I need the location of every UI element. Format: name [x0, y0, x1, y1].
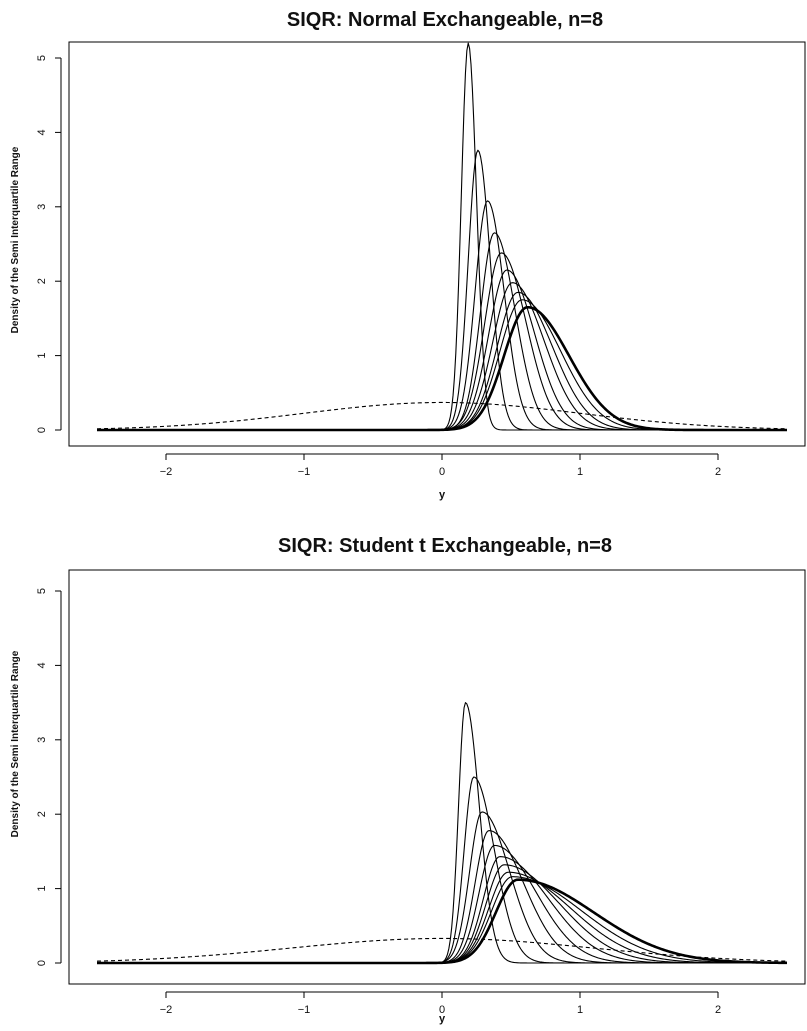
density-curve-3	[97, 811, 787, 964]
x-tick-label: 1	[577, 1004, 583, 1016]
chart-student-t-exchangeable: SIQR: Student t Exchangeable, n=8 Densit…	[10, 535, 806, 1025]
density-curve-4	[97, 232, 787, 431]
x-axis-label: y	[439, 489, 446, 501]
density-curve-9	[97, 299, 787, 431]
y-tick-label: 0	[36, 427, 48, 433]
y-tick-label: 5	[36, 55, 48, 61]
density-curve-7	[97, 282, 787, 431]
axis-ticks: −2 −1 0 1 2 0 1 2 3 4 5	[36, 55, 721, 478]
density-curve-8	[97, 291, 787, 431]
density-curve-dashed	[96, 937, 788, 962]
chart-title: SIQR: Normal Exchangeable, n=8	[287, 9, 603, 31]
x-tick-label: −2	[160, 1004, 173, 1016]
density-curves	[96, 42, 788, 432]
density-curve-9	[97, 876, 787, 964]
density-curve-5	[97, 252, 787, 431]
x-tick-label: −1	[298, 1004, 311, 1016]
x-tick-label: 0	[439, 1004, 445, 1016]
x-tick-label: 2	[715, 1004, 721, 1016]
y-axis-label: Density of the Semi Interquartile Range	[10, 146, 21, 333]
density-curve-bold	[97, 878, 788, 965]
x-tick-label: 1	[577, 466, 583, 478]
y-tick-label: 2	[36, 811, 48, 817]
x-tick-label: −1	[298, 466, 311, 478]
density-curve-7	[97, 864, 787, 964]
y-tick-label: 1	[36, 353, 48, 359]
y-tick-label: 2	[36, 278, 48, 284]
x-tick-label: −2	[160, 466, 173, 478]
density-curve-1	[97, 702, 787, 964]
chart-title: SIQR: Student t Exchangeable, n=8	[278, 535, 612, 557]
density-curve-2	[97, 149, 787, 431]
y-tick-label: 1	[36, 886, 48, 892]
y-axis-label: Density of the Semi Interquartile Range	[10, 650, 21, 837]
y-tick-label: 5	[36, 588, 48, 594]
density-curve-6	[97, 856, 787, 964]
y-tick-label: 3	[36, 204, 48, 210]
density-curve-5	[97, 844, 787, 964]
density-curve-bold	[97, 305, 787, 432]
x-axis-label: y	[439, 1013, 446, 1025]
density-curve-8	[97, 871, 787, 964]
density-curve-1	[97, 42, 787, 431]
y-tick-label: 0	[36, 960, 48, 966]
density-curve-2	[97, 776, 787, 964]
y-tick-label: 4	[36, 662, 48, 668]
x-tick-label: 2	[715, 466, 721, 478]
density-curve-3	[97, 200, 787, 431]
density-curve-4	[97, 830, 787, 964]
x-tick-label: 0	[439, 466, 445, 478]
density-curve-6	[97, 269, 787, 431]
chart-normal-exchangeable: SIQR: Normal Exchangeable, n=8 Density o…	[10, 9, 806, 501]
plot-frame	[68, 41, 806, 447]
y-tick-label: 3	[36, 737, 48, 743]
axis-ticks: −2 −1 0 1 2 0 1 2 3 4 5	[36, 588, 721, 1016]
density-curves	[96, 702, 788, 965]
density-curve-dashed	[96, 401, 788, 430]
y-tick-label: 4	[36, 129, 48, 135]
plot-frame	[68, 569, 806, 985]
